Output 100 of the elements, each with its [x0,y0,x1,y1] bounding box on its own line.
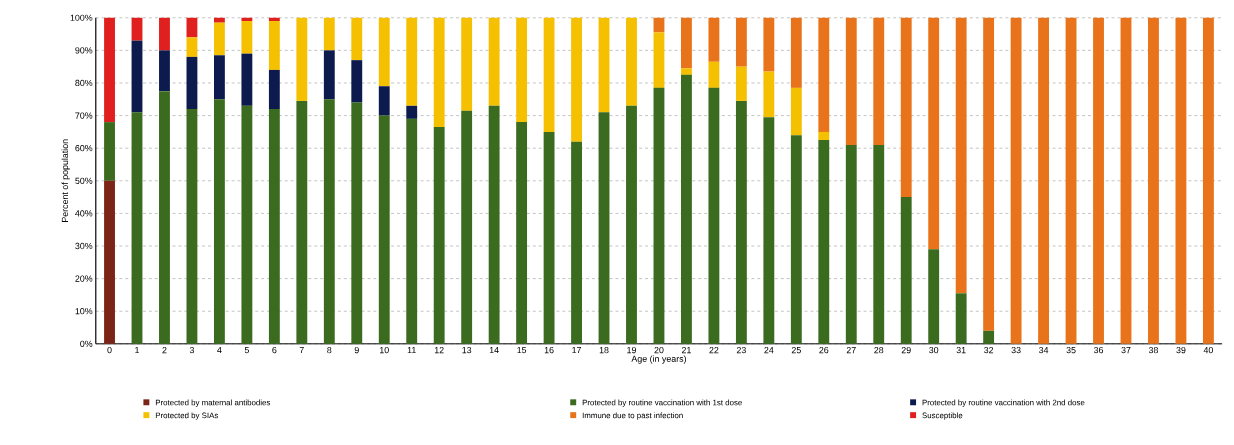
x-tick-label: 25 [791,347,801,354]
bar [818,140,830,345]
bar [323,50,335,100]
bar [983,17,995,331]
bar [378,115,390,345]
bar [1010,17,1022,345]
x-tick-label: 21 [681,347,691,354]
bar [159,17,170,51]
bar [131,40,143,113]
bar [461,110,473,345]
bar [818,17,830,133]
bar [378,86,390,116]
bar [1120,17,1132,345]
x-tick-label: 38 [1148,347,1158,354]
bar [159,50,170,92]
bar [131,112,143,345]
bar [1093,17,1104,345]
x-tick-label: 17 [572,347,582,354]
x-tick-label: 22 [709,347,719,354]
bar [323,17,335,51]
y-tick-label: 30% [75,243,93,250]
y-tick-label: 90% [75,47,93,54]
y-tick-label: 40% [75,210,93,217]
bar [955,17,967,294]
bar [296,101,308,345]
bar [433,127,445,345]
bar [626,105,637,345]
bar [1202,17,1214,345]
bar [955,293,967,345]
y-tick-label: 60% [75,145,93,152]
bar [351,60,363,103]
bar [488,17,500,106]
x-tick-label: 12 [434,347,444,354]
bar [543,132,555,345]
bar [516,17,528,123]
y-tick-label: 20% [75,275,93,282]
bar [406,105,418,120]
y-tick-label: 100% [70,14,93,22]
bar [186,109,198,345]
x-tick-label: 30 [929,347,939,354]
bar [928,249,940,345]
bar [873,17,885,146]
bar [1148,17,1159,345]
x-tick-label: 28 [874,347,884,354]
y-tick-label: 50% [75,177,93,185]
bar [241,105,253,345]
bar [790,17,802,89]
bar [653,32,665,89]
bar [1038,17,1050,345]
bar [378,17,390,87]
bar [406,17,418,106]
x-tick-label: 9 [354,347,359,354]
bar [131,17,143,41]
bar [681,75,692,345]
x-tick-label: 34 [1038,347,1049,354]
bar [488,105,500,345]
bar [681,17,692,69]
x-tick-label: 33 [1011,347,1021,354]
bar [543,17,555,133]
x-tick-label: 26 [819,347,829,354]
bar [406,119,418,345]
y-tick-label: 10% [75,308,93,315]
x-tick-label: 7 [299,347,304,354]
x-tick-label: 11 [407,347,416,354]
bar [735,17,747,67]
x-tick-label: 6 [272,347,277,354]
x-tick-label: 4 [217,347,222,354]
x-tick-label: 24 [764,347,774,354]
bar [845,145,857,345]
bar [1065,17,1077,345]
x-tick-label: 2 [162,347,167,354]
x-tick-label: 5 [244,347,249,354]
x-tick-label: 27 [846,347,856,354]
bar [708,61,720,89]
x-tick-label: 18 [599,347,609,354]
bar [268,70,280,110]
x-tick-label: 20 [654,347,664,354]
bar [873,145,885,345]
bar [323,99,335,345]
bar [790,135,802,345]
bar [571,141,582,345]
x-tick-label: 15 [517,347,527,354]
bar [626,17,637,106]
x-tick-label: 36 [1093,347,1104,354]
bar [351,17,363,61]
x-tick-label: 40 [1203,347,1213,354]
x-tick-label: 23 [736,347,746,354]
bar [186,57,198,110]
bar [351,102,363,345]
bar [296,17,308,102]
bar [681,68,692,76]
bar [598,112,610,345]
x-tick-label: 10 [380,347,389,354]
x-tick-label: 35 [1066,347,1076,354]
bar [845,17,857,146]
x-tick-label: 13 [462,347,472,354]
bar [598,17,610,113]
bar [708,17,720,62]
bar [268,109,280,345]
bar [653,88,665,345]
